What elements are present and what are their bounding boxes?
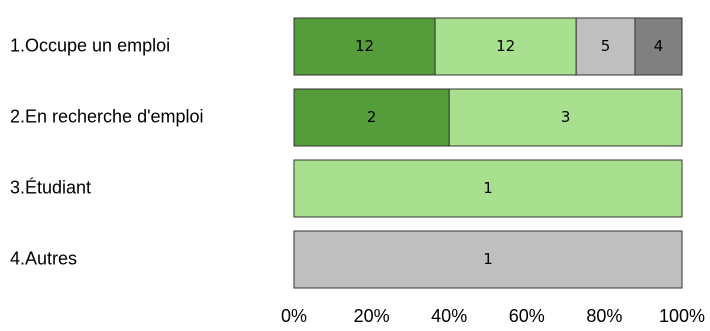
bar-segment-label: 12 (496, 37, 515, 55)
bar-segment (293, 159, 683, 218)
x-tick-label: 0% (281, 306, 307, 326)
bar-segment-label: 2 (367, 108, 377, 126)
bar-segment (293, 88, 450, 147)
x-tick-label: 40% (431, 306, 467, 326)
category-label: 4.Autres (10, 248, 77, 268)
bar-segment-label: 1 (483, 250, 493, 268)
x-tick-label: 80% (586, 306, 622, 326)
bar-segment (634, 17, 683, 76)
bar-segment-label: 4 (654, 37, 664, 55)
category-label: 1.Occupe un emploi (10, 35, 170, 55)
bar-segment-label: 1 (483, 179, 493, 197)
bar-segment (448, 88, 683, 147)
x-tick-label: 100% (659, 306, 705, 326)
bar-segment-label: 3 (561, 108, 571, 126)
bar-segment (434, 17, 577, 76)
bar-segment (293, 17, 436, 76)
bar-segment (575, 17, 636, 76)
bar-segment (293, 230, 683, 289)
bar-segment-label: 12 (355, 37, 374, 55)
x-tick-label: 60% (509, 306, 545, 326)
category-label: 3.Étudiant (10, 177, 91, 197)
x-tick-label: 20% (354, 306, 390, 326)
x-axis-tick-labels: 0% 20% 40% 60% 80% 100% (281, 306, 705, 326)
category-label: 2.En recherche d'emploi (10, 106, 204, 126)
category-labels: 1.Occupe un emploi 2.En recherche d'emplo… (10, 35, 204, 268)
bar-segment-label: 5 (601, 37, 611, 55)
bars: 12 12 5 4 2 3 1 1 (293, 17, 683, 289)
